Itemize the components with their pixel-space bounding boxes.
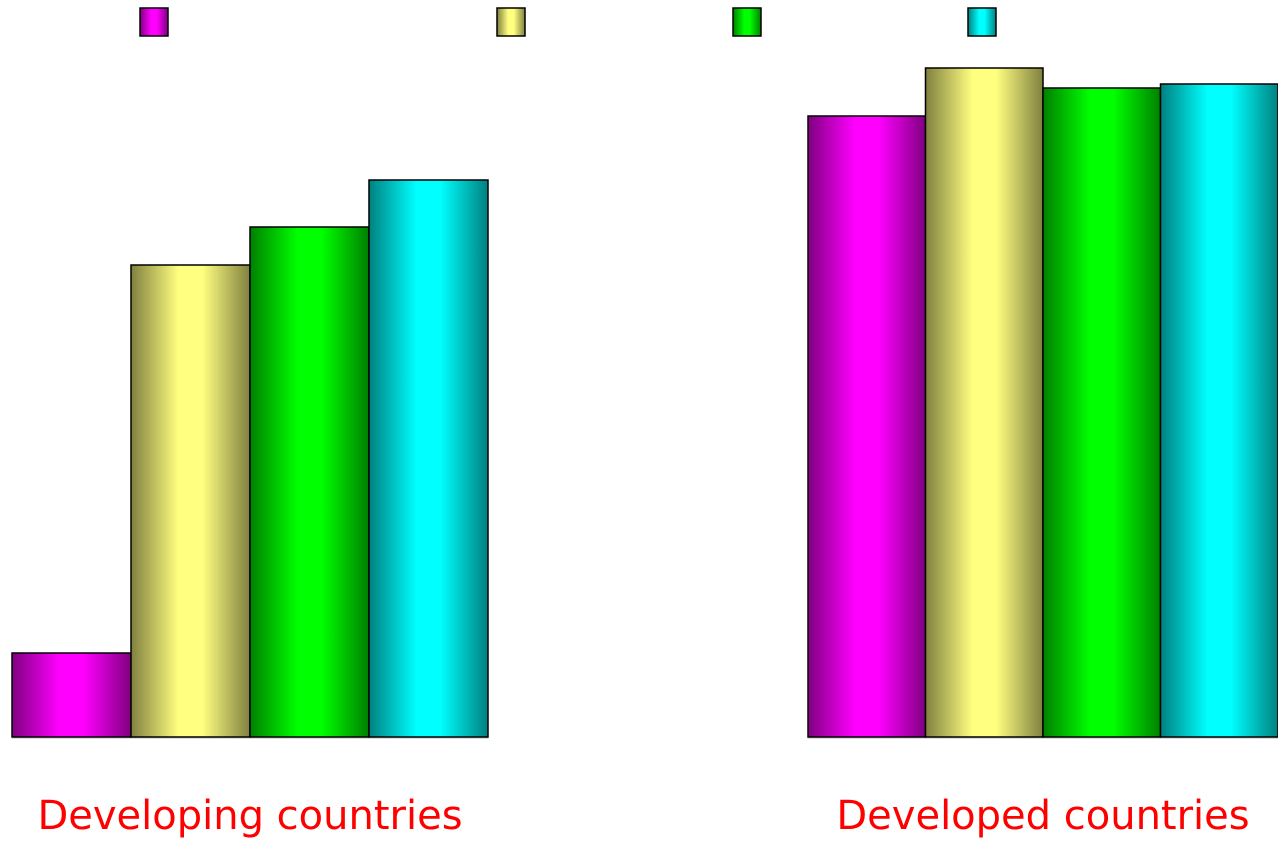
category-label: Developing countries — [37, 793, 462, 839]
bar — [368, 179, 489, 738]
bar — [1042, 87, 1162, 738]
category-label: Developed countries — [836, 793, 1249, 839]
legend-swatch — [732, 7, 762, 37]
legend-swatch — [496, 7, 526, 37]
bar — [11, 652, 132, 738]
legend-swatch — [139, 7, 169, 37]
bar — [807, 115, 927, 738]
bar — [249, 226, 370, 738]
bar — [924, 67, 1044, 738]
legend-swatch — [967, 7, 997, 37]
bar — [130, 264, 251, 738]
bar — [1159, 83, 1278, 738]
